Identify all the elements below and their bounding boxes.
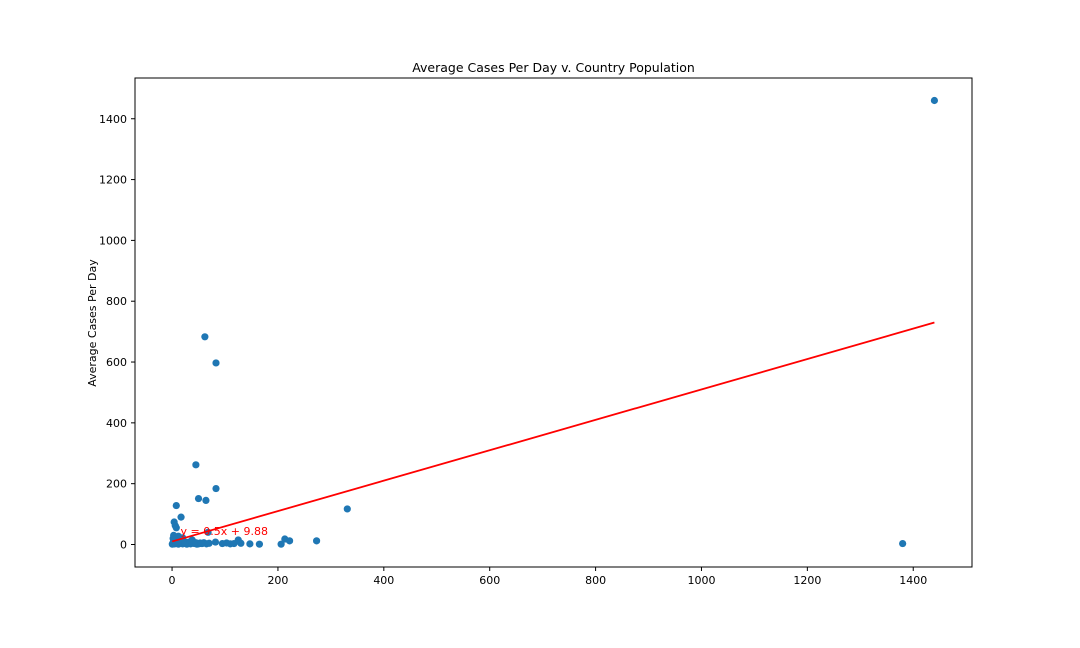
data-point: [172, 501, 180, 510]
data-point: [211, 538, 220, 546]
y-tick-label: 1200: [99, 174, 127, 187]
x-tick-label: 1200: [793, 574, 821, 587]
y-tick-label: 200: [106, 478, 127, 491]
data-point: [197, 539, 205, 548]
data-point: [255, 540, 264, 548]
data-point: [172, 524, 180, 532]
chart-title: Average Cases Per Day v. Country Populat…: [412, 60, 695, 75]
data-point: [177, 513, 185, 521]
y-tick-label: 800: [106, 295, 127, 308]
data-point: [343, 505, 351, 513]
data-point: [277, 540, 285, 548]
data-point: [246, 540, 254, 548]
data-point: [285, 537, 294, 545]
data-point: [312, 537, 321, 545]
y-tick-label: 0: [120, 538, 127, 551]
x-tick-label: 1400: [899, 574, 927, 587]
data-point: [192, 539, 200, 547]
x-axis: 0 200 400 600 800 1000 1200 1400: [169, 567, 927, 587]
y-axis: 0 200 400 600 800 1000 1200 1400: [99, 113, 135, 551]
data-point: [212, 359, 220, 367]
regression-equation-annotation: y = 0.5x + 9.88: [181, 525, 268, 538]
data-point: [202, 496, 210, 505]
data-point: [930, 96, 939, 105]
x-tick-label: 1000: [687, 574, 715, 587]
data-point: [192, 461, 200, 469]
regression-layer: [171, 321, 935, 543]
x-tick-label: 200: [267, 574, 288, 587]
plot-border: [134, 77, 973, 568]
plot-background: [135, 78, 972, 567]
data-point: [899, 539, 907, 548]
data-point: [212, 484, 220, 493]
data-point: [205, 539, 213, 547]
x-tick-label: 600: [479, 574, 500, 587]
data-point: [201, 333, 209, 341]
y-tick-label: 1400: [99, 113, 127, 126]
y-tick-label: 400: [106, 417, 127, 430]
plot-area: [135, 78, 972, 567]
x-tick-label: 800: [585, 574, 606, 587]
y-axis-title: Average Cases Per Day: [86, 259, 99, 387]
y-tick-label: 1000: [99, 234, 127, 247]
data-point: [237, 539, 245, 547]
plot-frame: [134, 77, 973, 568]
x-tick-label: 400: [373, 574, 394, 587]
data-points: [168, 96, 939, 548]
x-tick-label: 0: [169, 574, 176, 587]
y-tick-label: 600: [106, 356, 127, 369]
data-point: [194, 494, 203, 503]
regression-line: [171, 321, 935, 543]
